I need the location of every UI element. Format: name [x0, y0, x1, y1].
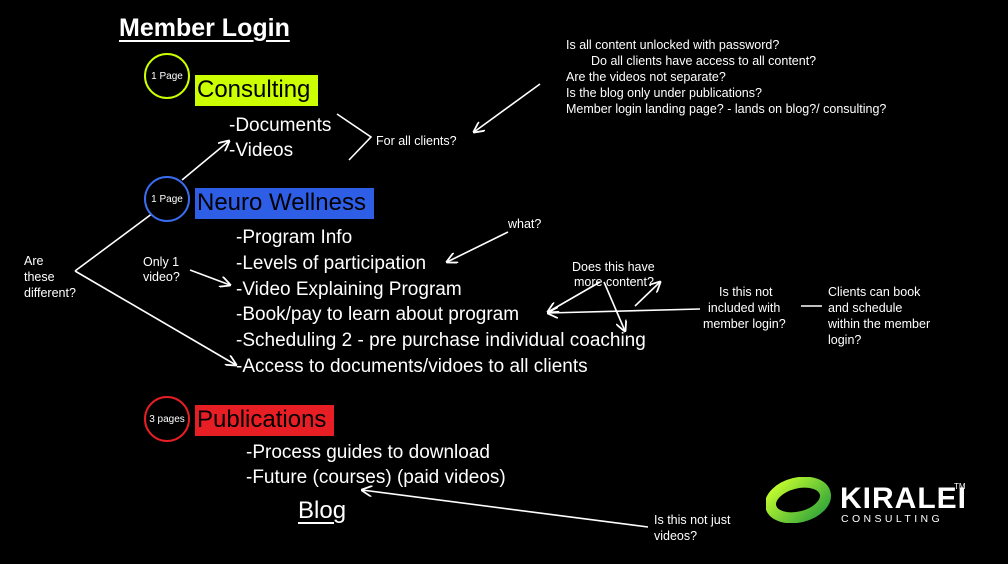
note-are-different-2: these — [24, 270, 55, 284]
note-not-included-3: member login? — [703, 317, 786, 331]
consulting-item-documents: -Documents — [229, 115, 332, 136]
note-not-just-videos-1: Is this not just — [654, 513, 731, 527]
note-are-different-1: Are — [24, 254, 44, 268]
logo-trademark: TM — [954, 482, 966, 491]
publications-item-process-guides: -Process guides to download — [246, 442, 490, 463]
note-not-included-1: Is this not — [719, 285, 773, 299]
note-clients-book-2: and schedule — [828, 301, 903, 315]
publications-page-badge: 3 pages — [144, 396, 190, 442]
note-what: what? — [508, 217, 542, 231]
consulting-heading: Consulting — [195, 75, 319, 106]
neuro-item-program-info: -Program Info — [236, 227, 353, 248]
publications-label: Publications — [197, 406, 327, 433]
consulting-item-videos: -Videos — [229, 140, 294, 161]
blog-label: Blog — [298, 497, 347, 524]
logo-name: KIRALEI — [840, 482, 967, 515]
what-arrow — [447, 231, 509, 262]
more-content-arrow-right — [603, 281, 625, 331]
more-content-arrow-left — [548, 281, 601, 312]
publications-item-future: -Future (courses) (paid videos) — [246, 467, 506, 488]
neuro-wellness-page-badge: 1 Page — [144, 176, 190, 222]
are-different-branch-up — [74, 212, 154, 272]
note-for-all-clients: For all clients? — [376, 134, 457, 148]
note-clients-book-4: login? — [828, 333, 862, 347]
consulting-label: Consulting — [197, 76, 311, 103]
note-clients-book-3: within the member — [828, 317, 931, 331]
neuro-item-access: -Access to documents/vidoes to all clien… — [236, 356, 588, 377]
neuro-item-video: -Video Explaining Program — [236, 279, 462, 300]
note-more-content-2: more content? — [574, 275, 654, 289]
blog-arrow — [362, 490, 649, 528]
consulting-page-badge: 1 Page — [144, 53, 190, 99]
neuro-item-book-pay: -Book/pay to learn about program — [236, 304, 520, 325]
logo-subtitle: CONSULTING — [841, 513, 944, 525]
not-included-arrow — [548, 309, 701, 313]
questions-arrow — [474, 83, 541, 132]
note-question-1: Is all content unlocked with password? — [566, 38, 780, 52]
page-title: Member Login — [119, 14, 290, 42]
note-question-3: Are the videos not separate? — [566, 70, 726, 84]
neuro-wellness-label: Neuro Wellness — [197, 189, 366, 216]
consulting-to-videos-arrow — [181, 141, 229, 181]
brace-for-all-clients — [336, 113, 373, 161]
only-one-video-arrow — [189, 269, 230, 285]
more-content-arrow-up — [634, 282, 660, 307]
note-clients-book-1: Clients can book — [828, 285, 921, 299]
note-are-different-3: different? — [24, 286, 76, 300]
publications-heading: Publications — [195, 405, 335, 436]
note-question-2: Do all clients have access to all conten… — [591, 54, 817, 68]
neuro-wellness-heading: Neuro Wellness — [195, 188, 374, 219]
neuro-item-levels: -Levels of participation — [236, 253, 427, 274]
note-not-just-videos-2: videos? — [654, 529, 698, 543]
neuro-item-scheduling: -Scheduling 2 - pre purchase individual … — [236, 330, 646, 351]
note-only-one-video-1: Only 1 — [143, 255, 180, 269]
note-question-5: Member login landing page? - lands on bl… — [566, 102, 887, 116]
are-different-branch-down — [74, 270, 236, 365]
note-not-included-2: included with — [708, 301, 781, 315]
note-question-4: Is the blog only under publications? — [566, 86, 762, 100]
note-more-content-1: Does this have — [572, 260, 655, 274]
kiralei-logo-icon — [766, 477, 831, 523]
note-only-one-video-2: video? — [143, 270, 180, 284]
